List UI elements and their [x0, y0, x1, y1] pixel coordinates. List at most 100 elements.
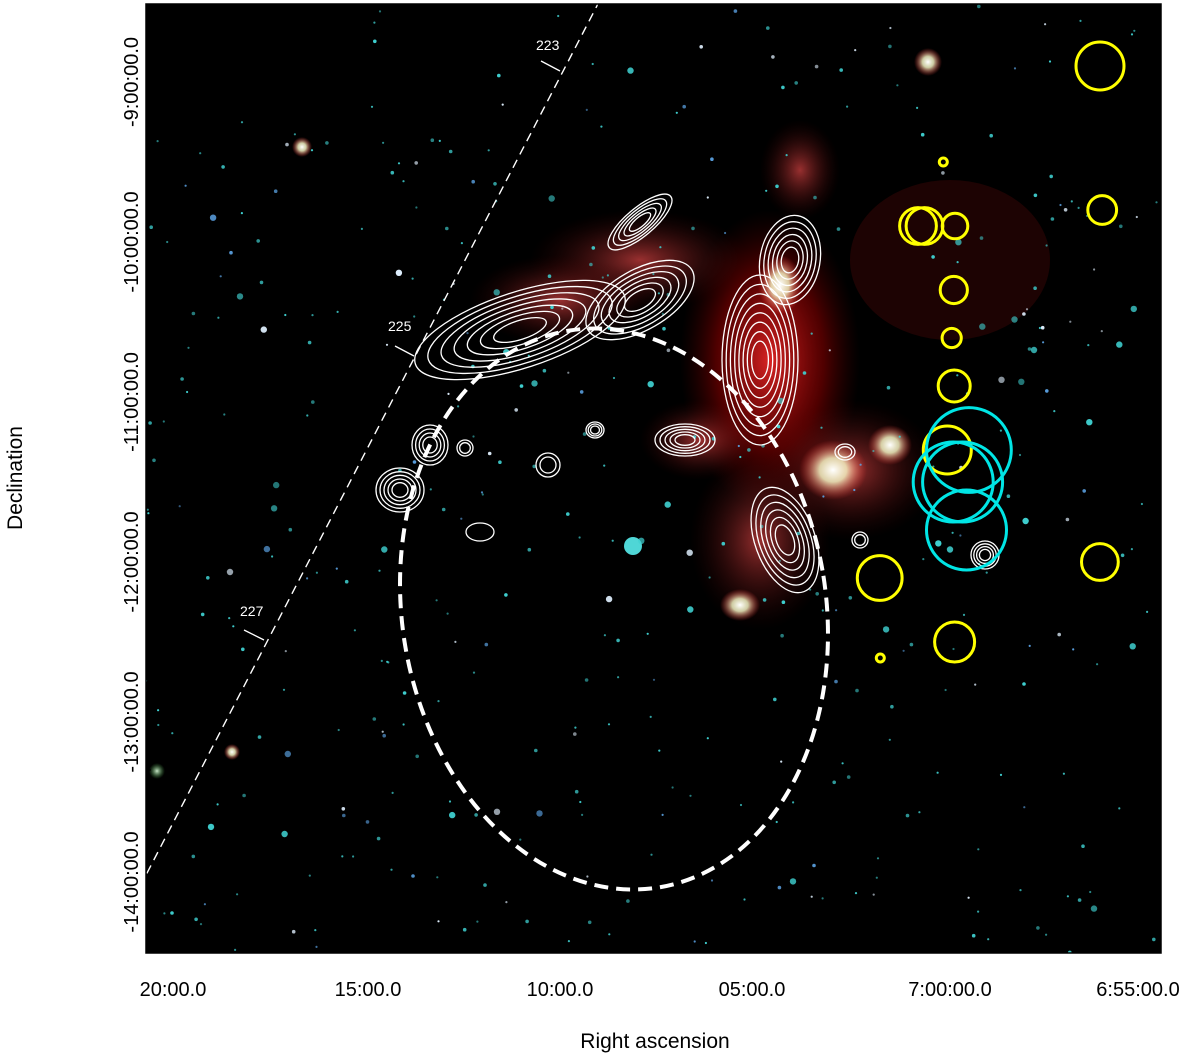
cyan-source-circle	[925, 406, 1013, 494]
star	[902, 649, 905, 652]
star	[504, 593, 508, 597]
star	[1072, 648, 1075, 651]
star	[875, 876, 878, 879]
star	[1066, 895, 1069, 898]
star	[882, 626, 890, 633]
contour-line	[742, 321, 778, 399]
star	[474, 813, 478, 817]
star	[184, 184, 187, 187]
contour-line	[379, 471, 421, 509]
contour-line	[608, 276, 672, 324]
star	[307, 340, 312, 345]
star	[872, 449, 875, 453]
star	[1040, 325, 1045, 330]
star	[985, 571, 988, 574]
star	[415, 206, 418, 209]
star	[1045, 244, 1048, 247]
y-tick-label: -9:00:00.0	[121, 37, 143, 127]
star	[229, 250, 233, 255]
star	[876, 857, 880, 860]
star-field	[146, 4, 1158, 953]
star	[675, 111, 678, 114]
star	[888, 738, 891, 741]
star	[578, 536, 581, 539]
star	[627, 67, 634, 74]
star	[584, 678, 589, 682]
star	[1096, 663, 1099, 666]
star	[435, 599, 438, 602]
star	[484, 642, 489, 647]
star	[236, 293, 244, 300]
star	[932, 465, 935, 468]
contour-line	[375, 467, 425, 513]
star	[1062, 772, 1065, 775]
star	[999, 429, 1003, 432]
contour-line	[427, 285, 613, 375]
contour-line	[725, 283, 795, 437]
yellow-source-circle	[904, 206, 945, 246]
star	[170, 911, 174, 915]
contour-line	[466, 304, 574, 356]
contour-line	[755, 494, 815, 586]
star	[148, 421, 152, 425]
star	[872, 893, 875, 896]
star	[178, 505, 181, 508]
star	[585, 108, 588, 111]
star	[821, 609, 824, 612]
star	[284, 313, 287, 317]
star	[815, 592, 819, 596]
star	[979, 236, 984, 240]
contour-line	[771, 233, 809, 287]
star	[582, 432, 587, 436]
star	[219, 275, 222, 278]
star	[812, 863, 816, 868]
star	[217, 316, 220, 319]
star	[353, 629, 356, 632]
star	[476, 920, 479, 923]
contour-line	[750, 486, 820, 594]
star	[146, 508, 149, 511]
star	[448, 149, 453, 154]
yellow-source-circle	[933, 620, 977, 664]
star	[1070, 200, 1073, 203]
star	[335, 567, 338, 570]
star	[284, 650, 287, 653]
star	[370, 105, 374, 108]
star	[445, 226, 449, 231]
star	[1130, 548, 1133, 551]
cyan-source-circle	[925, 488, 1008, 572]
star	[936, 771, 939, 774]
star	[472, 435, 475, 438]
star	[365, 820, 370, 824]
star	[591, 62, 594, 66]
yellow-source-circle	[1086, 194, 1119, 226]
star	[1120, 553, 1125, 558]
star	[436, 876, 439, 879]
star	[1033, 193, 1038, 198]
star	[536, 810, 543, 817]
contour-line	[593, 265, 687, 335]
star	[282, 688, 286, 691]
contour-line	[623, 207, 657, 237]
star	[652, 272, 655, 276]
star	[967, 896, 970, 899]
star	[905, 813, 910, 818]
star	[710, 879, 714, 882]
star	[810, 895, 813, 898]
star	[785, 154, 788, 157]
star	[704, 941, 708, 945]
star	[310, 149, 314, 152]
star	[1063, 208, 1068, 212]
x-axis-title: Right ascension	[580, 1030, 729, 1053]
star	[1045, 389, 1049, 393]
y-tick-label: -14:00:00.0	[121, 831, 143, 932]
galactic-tick-223	[540, 60, 561, 72]
y-tick-label: -11:00:00.0	[121, 352, 143, 452]
star	[242, 793, 246, 798]
star	[221, 165, 225, 169]
x-tick-label: 15:00.0	[335, 979, 402, 1001]
star	[1057, 632, 1061, 637]
star	[1152, 937, 1156, 942]
contour-line	[453, 298, 587, 362]
star	[977, 910, 980, 913]
